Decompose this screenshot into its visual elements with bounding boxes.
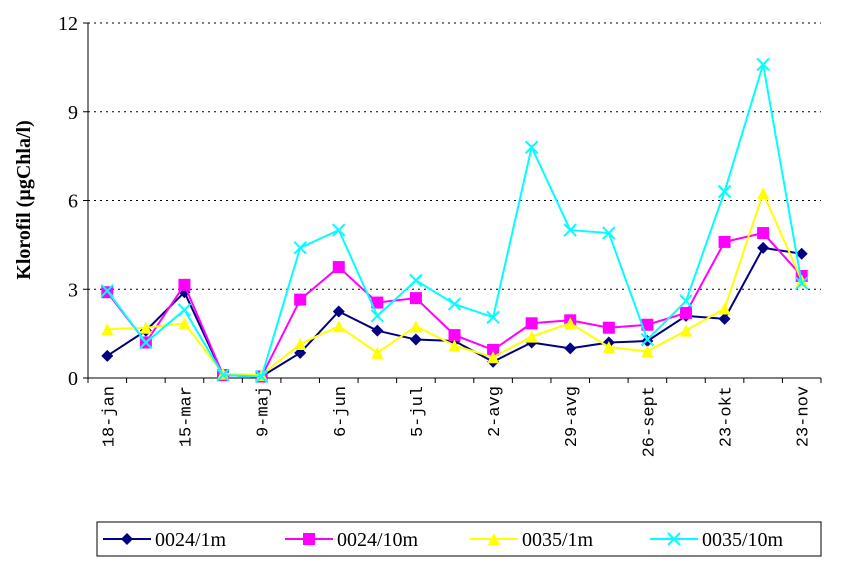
marker [178, 317, 191, 330]
marker [718, 302, 731, 315]
x-tick-label: 23-okt [718, 386, 737, 447]
marker [641, 335, 654, 348]
marker [101, 349, 114, 362]
x-tick-label: 5-jul [409, 386, 428, 437]
x-tick-label: 2-avg [486, 386, 505, 437]
marker [101, 323, 114, 336]
marker [679, 306, 692, 319]
marker [667, 532, 681, 546]
x-tick-label: 9-maj [255, 386, 274, 437]
marker [795, 276, 809, 291]
x-tick-label: 18-jan [100, 386, 119, 447]
marker [717, 184, 732, 199]
marker [757, 227, 770, 240]
marker [486, 310, 500, 325]
y-tick-label: 12 [58, 13, 78, 35]
x-tick-label: 15-mar [177, 386, 196, 447]
marker [371, 324, 384, 337]
marker [332, 261, 345, 274]
marker [409, 333, 422, 346]
marker [409, 292, 422, 305]
marker [564, 317, 577, 330]
marker [448, 329, 461, 342]
marker [757, 187, 770, 200]
marker [332, 223, 346, 237]
marker [487, 343, 500, 356]
marker [640, 332, 655, 347]
y-axis-title: Klorofil (µgChla/l) [13, 120, 35, 279]
legend-box [96, 521, 822, 557]
marker [756, 57, 770, 72]
marker [448, 339, 461, 352]
marker [177, 303, 192, 317]
marker [293, 241, 307, 255]
legend-label: 0024/10m [337, 529, 419, 551]
marker [679, 294, 693, 308]
marker [641, 318, 654, 331]
marker [303, 533, 315, 545]
marker [139, 321, 152, 334]
y-tick-label: 6 [68, 191, 78, 213]
marker [178, 278, 191, 291]
marker [757, 241, 770, 254]
marker [409, 273, 423, 288]
marker [370, 309, 385, 323]
marker [447, 297, 462, 311]
y-tick-label: 9 [68, 102, 78, 124]
marker [718, 235, 731, 248]
marker [563, 223, 577, 237]
marker [524, 140, 539, 154]
y-tick-label: 0 [68, 368, 78, 390]
marker [488, 533, 500, 545]
marker [294, 337, 307, 350]
marker [641, 345, 654, 358]
marker [487, 351, 500, 364]
marker [100, 284, 114, 298]
marker [254, 369, 269, 384]
marker [294, 293, 307, 306]
marker [795, 247, 808, 260]
marker [409, 320, 422, 333]
marker [602, 321, 615, 334]
marker [679, 324, 692, 337]
marker [602, 340, 615, 353]
marker [332, 320, 345, 333]
marker [525, 317, 538, 330]
x-tick-label: 23-nov [795, 386, 814, 447]
legend-label: 0024/1m [155, 529, 227, 551]
marker [371, 346, 384, 359]
marker [525, 330, 538, 343]
marker [121, 533, 133, 545]
x-tick-label: 29-avg [563, 386, 582, 447]
legend-label: 0035/10m [702, 529, 784, 551]
x-tick-label: 26-sept [640, 386, 659, 457]
y-tick-label: 3 [68, 279, 78, 301]
legend-label: 0035/1m [522, 529, 594, 551]
marker [564, 342, 577, 355]
marker [139, 335, 153, 350]
marker [332, 305, 345, 318]
marker [602, 226, 616, 240]
marker [216, 368, 230, 382]
marker [371, 296, 384, 309]
marker [718, 312, 731, 325]
x-tick-label: 6-jun [332, 386, 351, 437]
